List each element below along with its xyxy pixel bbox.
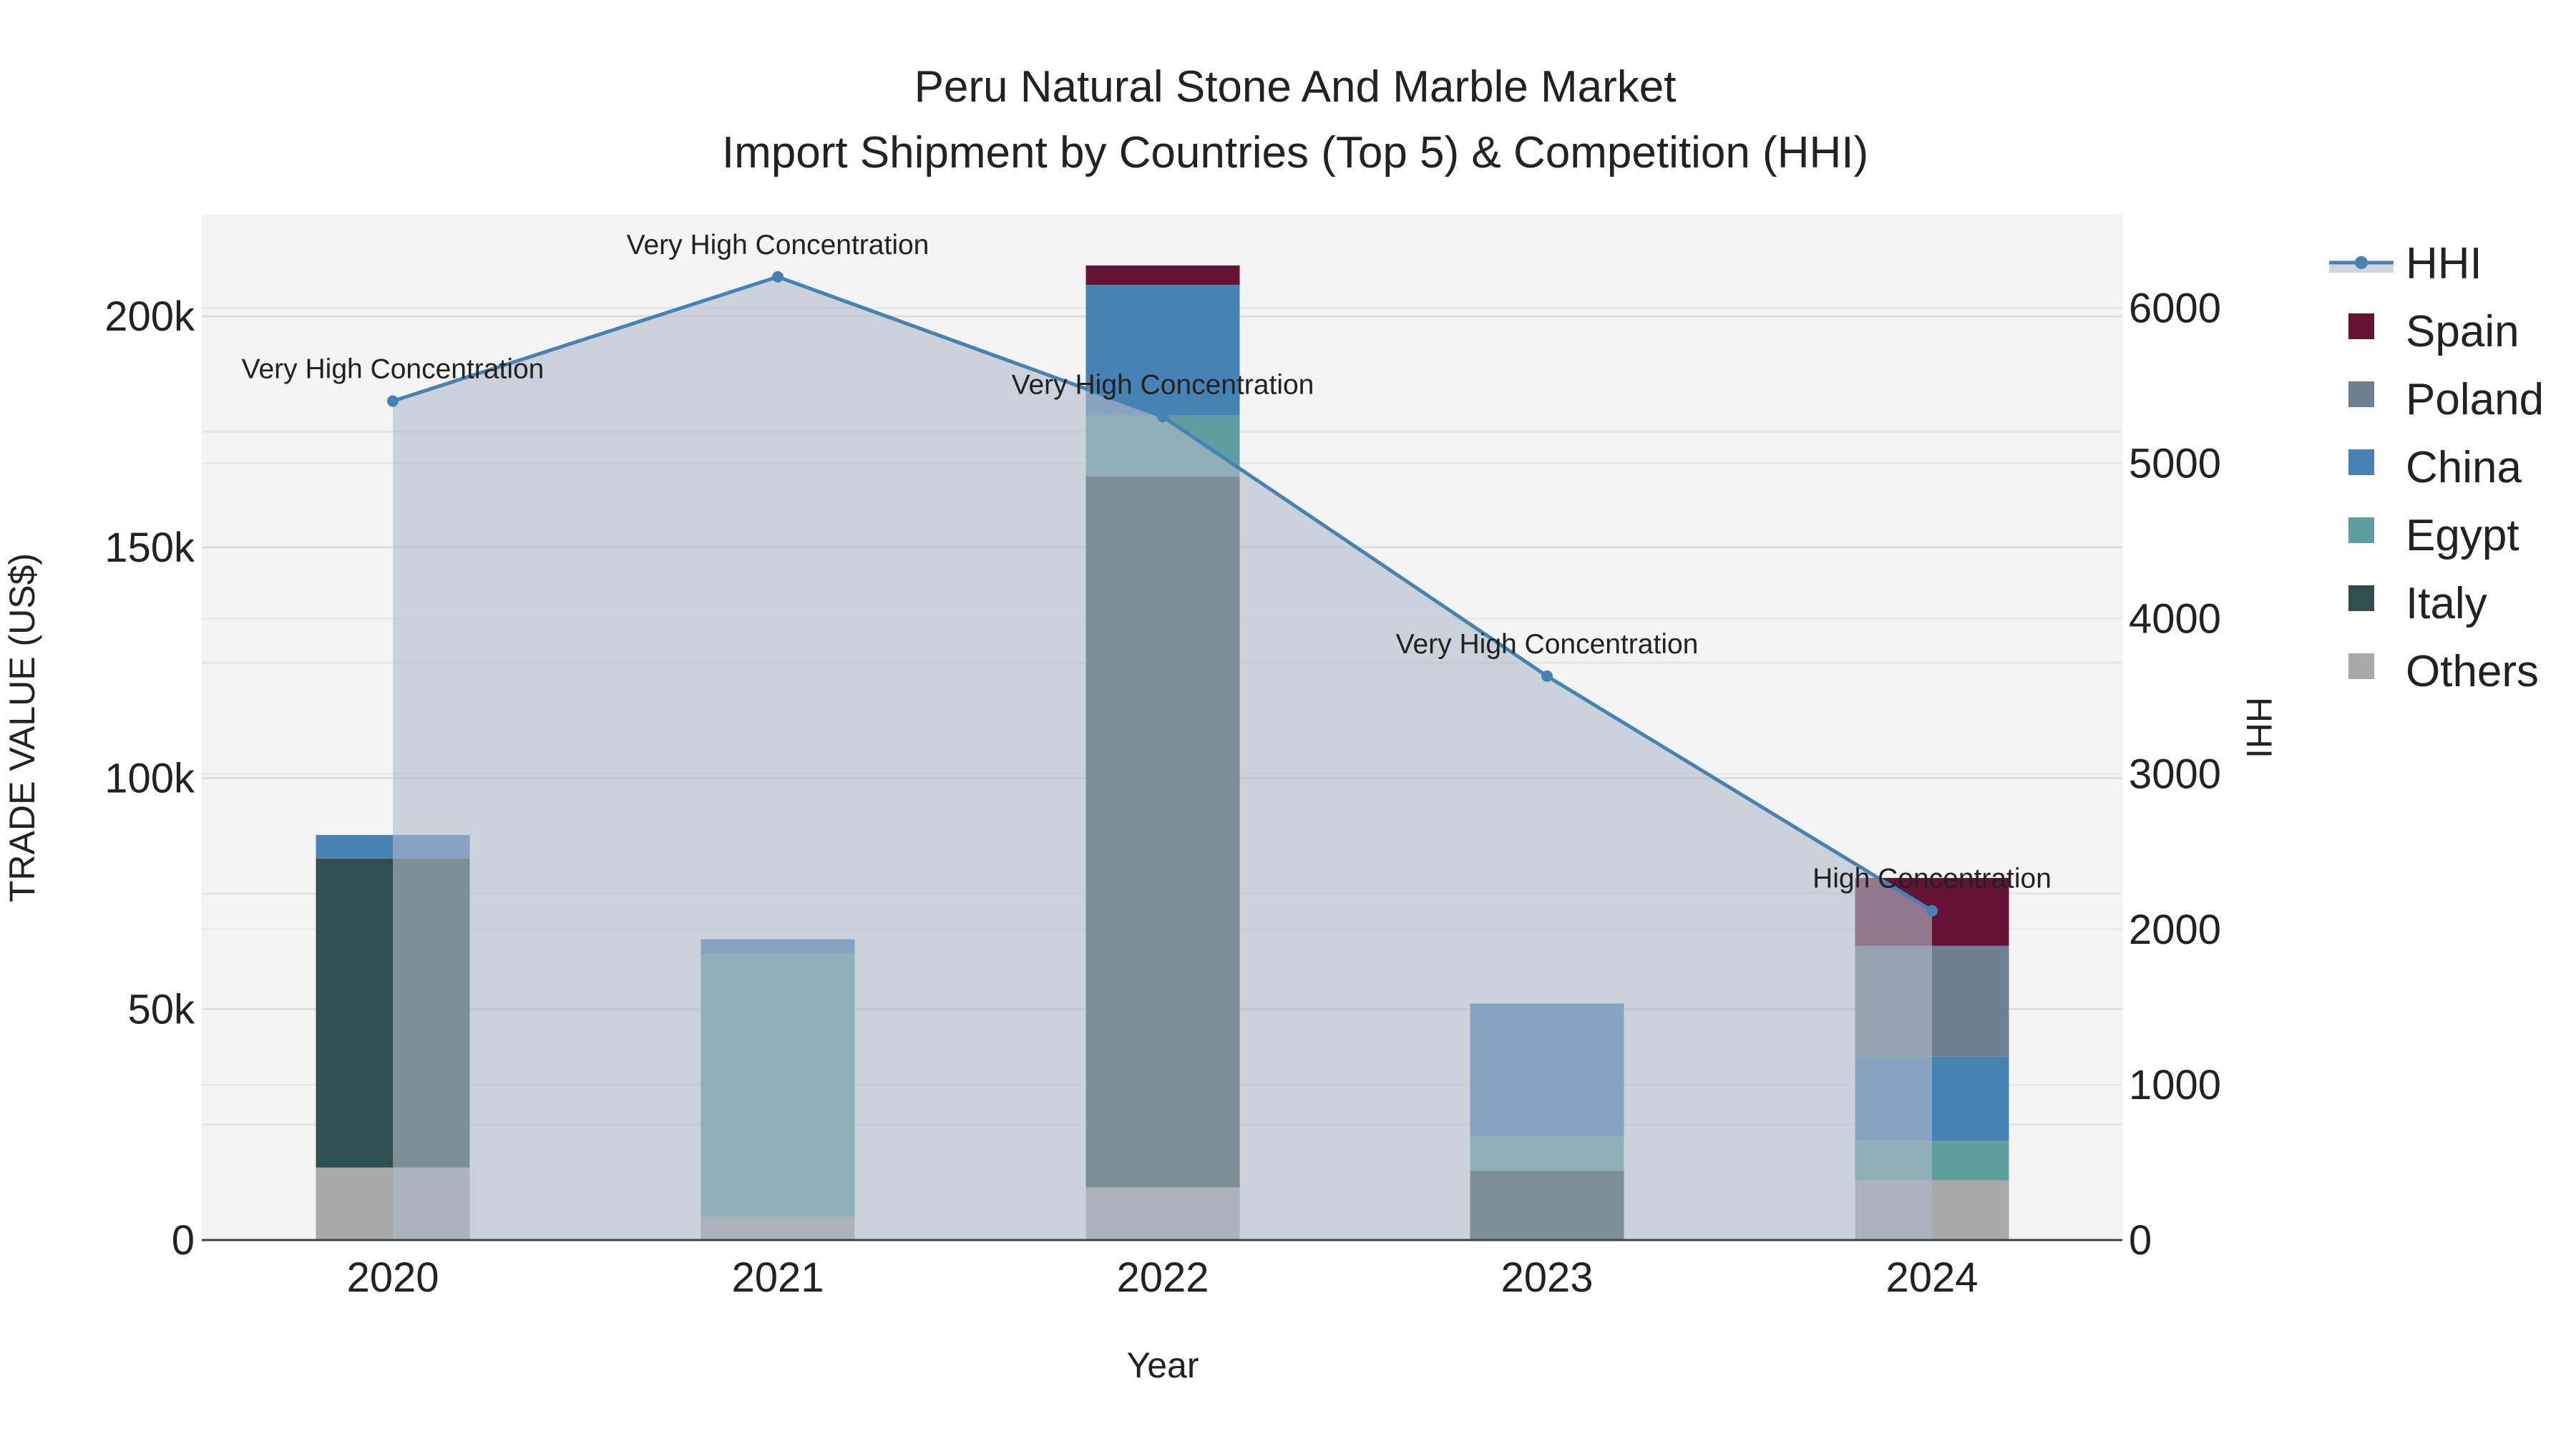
hhi-point-2023 [1541,670,1553,682]
legend-swatch-spain [2348,313,2374,339]
legend-hhi-marker-icon [2355,256,2368,269]
hhi-area [393,276,1932,1240]
legend-swatch-china [2348,449,2374,475]
hhi-annotation-2020: Very High Concentration [242,354,545,385]
legend-label-others: Others [2406,647,2539,696]
x-tick-label: 2021 [731,1254,824,1301]
hhi-annotation-2023: Very High Concentration [1396,629,1699,660]
chart-title-line2: Import Shipment by Countries (Top 5) & C… [722,128,1868,177]
x-tick-label: 2023 [1501,1254,1593,1301]
x-tick-label: 2024 [1885,1254,1978,1301]
y2-tick-label: 6000 [2129,285,2221,331]
y-tick-label: 150k [104,525,195,571]
bar-spain-2022 [1085,265,1240,286]
y-tick-label: 50k [127,986,195,1033]
y-tick-label: 100k [104,756,195,802]
y2-tick-label: 2000 [2129,907,2221,953]
y2-tick-label: 0 [2129,1217,2152,1264]
hhi-point-2022 [1157,411,1169,423]
y2-tick-label: 5000 [2129,440,2221,487]
hhi-annotation-2024: High Concentration [1813,864,2051,894]
x-axis-title: Year [1126,1345,1199,1385]
legend: HHI Spain Poland China Egypt Italy Others [2329,239,2544,696]
bar-china-2022 [1085,285,1240,416]
legend-label-china: China [2406,443,2522,492]
legend-label-egypt: Egypt [2406,511,2519,560]
y-tick-label: 0 [172,1217,195,1264]
legend-label-poland: Poland [2406,375,2544,424]
y2-tick-label: 4000 [2129,596,2221,643]
hhi-annotation-2022: Very High Concentration [1012,369,1314,400]
hhi-annotation-2021: Very High Concentration [627,230,930,260]
hhi-point-2024 [1926,904,1938,917]
y-tick-label: 200k [104,293,195,340]
legend-label-spain: Spain [2406,307,2519,356]
y2-axis-title: HHI [2239,697,2279,758]
legend-label-hhi: HHI [2406,239,2482,288]
legend-swatch-italy [2348,585,2374,611]
legend-swatch-poland [2348,381,2374,407]
y2-tick-label: 1000 [2129,1062,2221,1108]
legend-swatch-others [2348,653,2374,679]
legend-label-italy: Italy [2406,579,2487,628]
y2-tick-label: 3000 [2129,751,2221,798]
x-tick-label: 2022 [1116,1254,1209,1301]
hhi-point-2020 [387,395,399,407]
legend-swatch-egypt [2348,517,2374,543]
x-tick-label: 2020 [346,1254,439,1301]
y-axis-title: TRADE VALUE (US$) [2,553,42,902]
hhi-point-2021 [772,270,784,283]
chart-title-line1: Peru Natural Stone And Marble Market [914,62,1677,112]
